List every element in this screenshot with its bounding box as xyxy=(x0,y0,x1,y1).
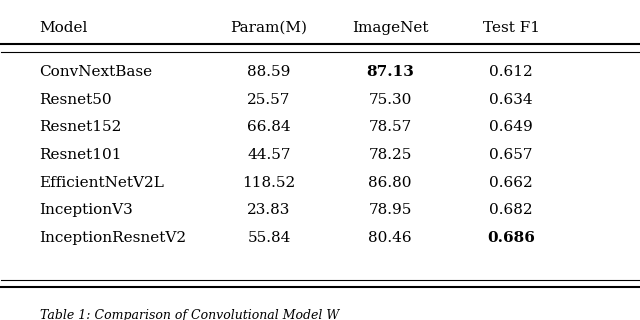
Text: 0.682: 0.682 xyxy=(490,203,533,217)
Text: 55.84: 55.84 xyxy=(247,230,291,244)
Text: 87.13: 87.13 xyxy=(366,65,414,79)
Text: 0.649: 0.649 xyxy=(490,120,533,134)
Text: Resnet152: Resnet152 xyxy=(40,120,122,134)
Text: Param(M): Param(M) xyxy=(230,21,308,35)
Text: EfficientNetV2L: EfficientNetV2L xyxy=(40,175,164,189)
Text: 0.686: 0.686 xyxy=(487,230,535,244)
Text: InceptionResnetV2: InceptionResnetV2 xyxy=(40,230,187,244)
Text: 118.52: 118.52 xyxy=(243,175,296,189)
Text: 78.95: 78.95 xyxy=(369,203,412,217)
Text: ConvNextBase: ConvNextBase xyxy=(40,65,153,79)
Text: 78.57: 78.57 xyxy=(369,120,412,134)
Text: 86.80: 86.80 xyxy=(369,175,412,189)
Text: 66.84: 66.84 xyxy=(247,120,291,134)
Text: 0.662: 0.662 xyxy=(490,175,533,189)
Text: Resnet50: Resnet50 xyxy=(40,93,112,107)
Text: Table 1: Comparison of Convolutional Model W: Table 1: Comparison of Convolutional Mod… xyxy=(40,308,339,320)
Text: Test F1: Test F1 xyxy=(483,21,540,35)
Text: Resnet101: Resnet101 xyxy=(40,148,122,162)
Text: Model: Model xyxy=(40,21,88,35)
Text: 25.57: 25.57 xyxy=(247,93,291,107)
Text: 23.83: 23.83 xyxy=(247,203,291,217)
Text: 80.46: 80.46 xyxy=(368,230,412,244)
Text: 44.57: 44.57 xyxy=(247,148,291,162)
Text: 0.612: 0.612 xyxy=(490,65,533,79)
Text: 75.30: 75.30 xyxy=(369,93,412,107)
Text: 88.59: 88.59 xyxy=(247,65,291,79)
Text: 0.657: 0.657 xyxy=(490,148,533,162)
Text: 0.634: 0.634 xyxy=(490,93,533,107)
Text: InceptionV3: InceptionV3 xyxy=(40,203,133,217)
Text: 78.25: 78.25 xyxy=(369,148,412,162)
Text: ImageNet: ImageNet xyxy=(352,21,428,35)
